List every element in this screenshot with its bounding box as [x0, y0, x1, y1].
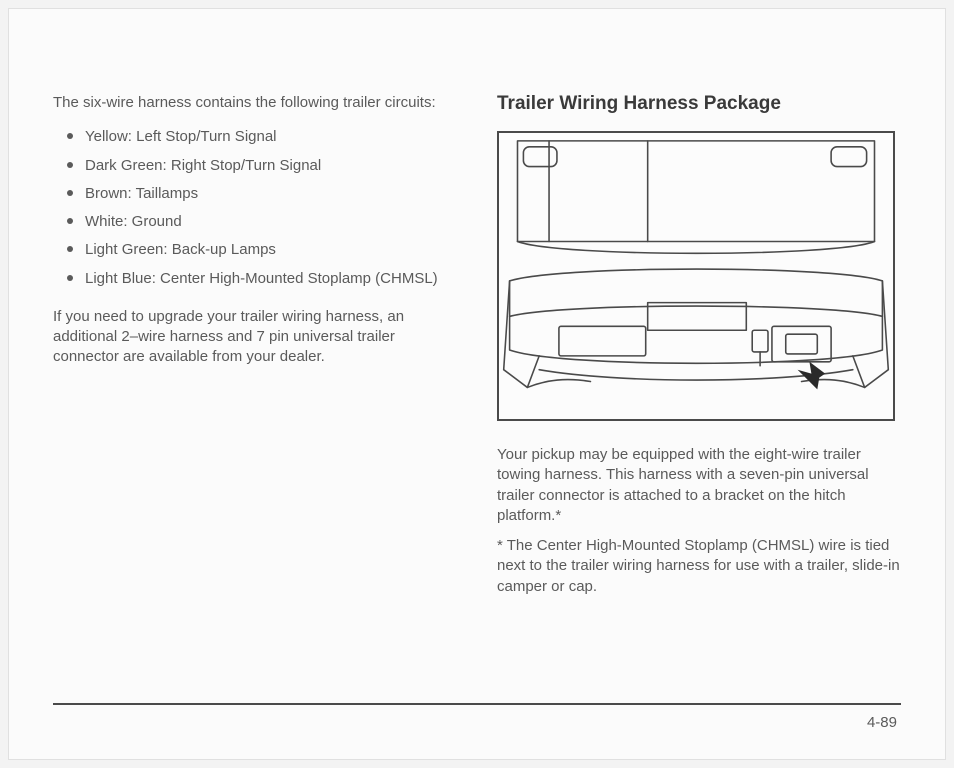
section-heading: Trailer Wiring Harness Package — [497, 93, 905, 115]
list-item: Yellow: Left Stop/Turn Signal — [73, 123, 453, 151]
paragraph-2: * The Center High-Mounted Stoplamp (CHMS… — [497, 536, 905, 597]
intro-text: The six-wire harness contains the follow… — [53, 93, 453, 113]
footer-rule — [53, 703, 901, 705]
truck-rear-illustration — [499, 133, 893, 419]
paragraph-1: Your pickup may be equipped with the eig… — [497, 445, 905, 526]
right-column: Trailer Wiring Harness Package — [497, 93, 905, 607]
upgrade-text: If you need to upgrade your trailer wiri… — [53, 307, 453, 368]
content-area: The six-wire harness contains the follow… — [53, 93, 901, 719]
left-column: The six-wire harness contains the follow… — [53, 93, 453, 378]
list-item: Light Blue: Center High-Mounted Stoplamp… — [73, 265, 453, 293]
circuits-list: Yellow: Left Stop/Turn Signal Dark Green… — [53, 123, 453, 293]
list-item: Dark Green: Right Stop/Turn Signal — [73, 152, 453, 180]
list-item: Light Green: Back-up Lamps — [73, 236, 453, 264]
list-item: White: Ground — [73, 208, 453, 236]
page-number: 4-89 — [867, 714, 897, 731]
list-item: Brown: Taillamps — [73, 180, 453, 208]
truck-rear-figure — [497, 131, 895, 421]
page: The six-wire harness contains the follow… — [8, 8, 946, 760]
